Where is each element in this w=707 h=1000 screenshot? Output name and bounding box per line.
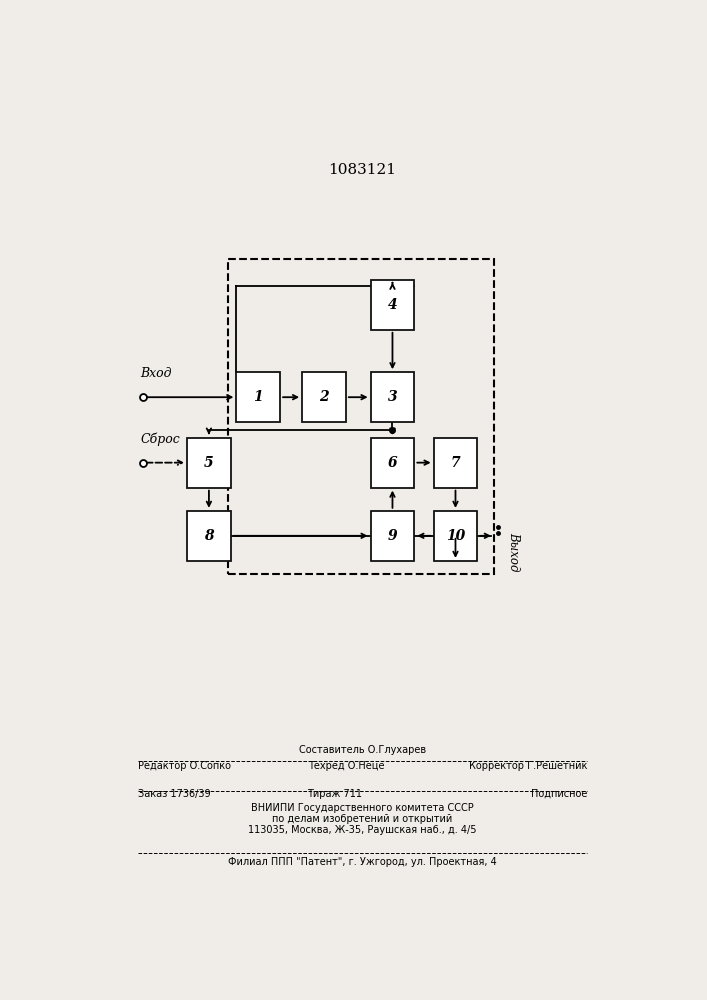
Text: Сброс: Сброс	[141, 432, 180, 446]
Text: по делам изобретений и открытий: по делам изобретений и открытий	[272, 814, 452, 824]
Bar	[302, 372, 346, 422]
Text: 113035, Москва, Ж-35, Раушская наб., д. 4/5: 113035, Москва, Ж-35, Раушская наб., д. …	[248, 825, 477, 835]
Bar	[433, 511, 477, 561]
Text: 7: 7	[450, 456, 460, 470]
Text: Филиал ППП "Патент", г. Ужгород, ул. Проектная, 4: Филиал ППП "Патент", г. Ужгород, ул. Про…	[228, 857, 497, 867]
Text: 1: 1	[253, 390, 263, 404]
Text: 4: 4	[387, 298, 397, 312]
Text: Подписное: Подписное	[532, 789, 588, 799]
Bar	[187, 438, 231, 488]
Text: Выход: Выход	[508, 532, 520, 571]
Bar	[370, 280, 414, 330]
Bar	[370, 372, 414, 422]
Text: 5: 5	[204, 456, 214, 470]
Text: Корректор Г.Решетник: Корректор Г.Решетник	[469, 761, 587, 771]
Text: Составитель О.Глухарев: Составитель О.Глухарев	[299, 745, 426, 755]
Bar	[236, 372, 280, 422]
Text: ВНИИПИ Государственного комитета СССР: ВНИИПИ Государственного комитета СССР	[251, 803, 474, 813]
Text: Заказ 1736/39: Заказ 1736/39	[138, 789, 210, 799]
Text: Вход: Вход	[141, 367, 172, 380]
Text: Редактор О.Сопко: Редактор О.Сопко	[138, 761, 230, 771]
Text: 6: 6	[387, 456, 397, 470]
Text: Тираж 711: Тираж 711	[308, 789, 363, 799]
Text: 2: 2	[319, 390, 329, 404]
Bar	[370, 438, 414, 488]
Text: 10: 10	[446, 529, 465, 543]
Bar	[187, 511, 231, 561]
Text: Техред О.Неце: Техред О.Неце	[308, 761, 384, 771]
Text: 3: 3	[387, 390, 397, 404]
Text: 1083121: 1083121	[328, 163, 397, 177]
Text: 8: 8	[204, 529, 214, 543]
Bar	[228, 259, 494, 574]
Bar	[370, 511, 414, 561]
Text: 9: 9	[387, 529, 397, 543]
Bar	[433, 438, 477, 488]
